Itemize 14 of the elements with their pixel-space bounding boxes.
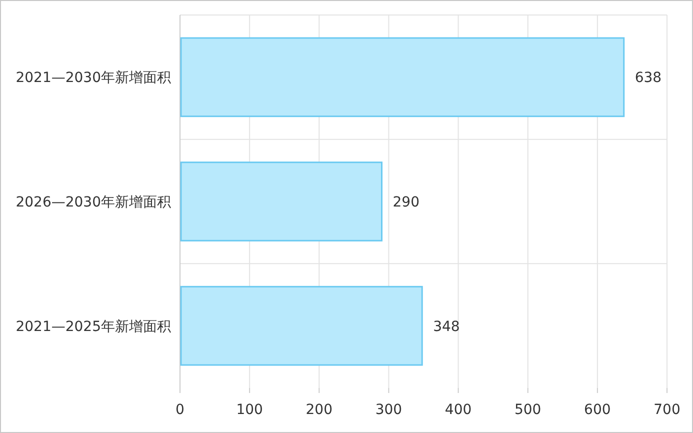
y-tick-label: 2026—2030年新增面积	[16, 194, 171, 210]
x-tick-label: 200	[306, 402, 333, 418]
y-tick-label: 2021—2025年新增面积	[16, 318, 171, 335]
data-label: 638	[634, 70, 662, 86]
x-tick-label: 500	[514, 402, 542, 418]
data-label: 290	[392, 194, 420, 210]
x-tick-label: 100	[236, 402, 263, 418]
x-tick-label: 0	[176, 402, 184, 418]
x-tick-label: 300	[375, 402, 402, 418]
data-label: 348	[433, 318, 460, 335]
x-tick-label: 600	[584, 402, 611, 418]
x-tick-label: 400	[444, 402, 472, 418]
y-tick-label: 2021—2030年新增面积	[16, 70, 171, 86]
x-tick-label: 700	[654, 402, 680, 418]
